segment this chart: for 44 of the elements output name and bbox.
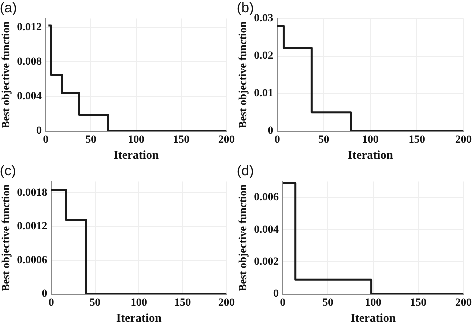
x-tick-label: 150 bbox=[174, 296, 192, 309]
x-tick-label: 50 bbox=[322, 296, 334, 309]
y-tick-label: 0.008 bbox=[17, 56, 42, 68]
x-axis-title: Iteration bbox=[114, 148, 160, 162]
x-tick-label: 100 bbox=[365, 296, 382, 309]
y-tick-label: 0 bbox=[268, 125, 274, 138]
y-tick-label: 0.0006 bbox=[17, 254, 48, 266]
y-axis-title: Best objective function bbox=[0, 22, 12, 129]
y-tick-label: 0.004 bbox=[17, 90, 42, 103]
x-axis-title: Iteration bbox=[350, 310, 396, 325]
y-axis-title: Best objective function bbox=[237, 184, 250, 292]
chart-title: (c) bbox=[0, 162, 16, 178]
x-tick-label: 50 bbox=[318, 134, 330, 146]
y-tick-label: 0.01 bbox=[254, 88, 274, 100]
x-axis-title: Iteration bbox=[116, 310, 162, 325]
x-tick-label: 50 bbox=[90, 296, 102, 309]
chart-title: (d) bbox=[237, 162, 254, 178]
x-tick-label: 200 bbox=[456, 296, 472, 309]
x-tick-label: 200 bbox=[456, 134, 472, 146]
chart-title: (b) bbox=[237, 0, 254, 16]
x-tick-label: 100 bbox=[128, 134, 146, 146]
y-tick-label: 0.006 bbox=[254, 192, 280, 204]
y-tick-label: 0.0012 bbox=[17, 220, 48, 233]
y-tick-label: 0.002 bbox=[254, 256, 280, 268]
y-axis-title: Best objective function bbox=[0, 184, 12, 292]
x-tick-label: 150 bbox=[410, 296, 428, 309]
y-tick-label: 0 bbox=[36, 125, 42, 138]
y-axis-title: Best objective function bbox=[237, 22, 250, 129]
y-tick-label: 0.004 bbox=[254, 224, 280, 236]
y-tick-label: 0.0018 bbox=[17, 186, 48, 199]
y-tick-label: 0.03 bbox=[254, 12, 274, 25]
x-tick-label: 50 bbox=[86, 134, 98, 146]
x-tick-label: 200 bbox=[218, 296, 236, 309]
y-tick-label: 0 bbox=[273, 288, 280, 300]
x-tick-label: 200 bbox=[218, 134, 236, 146]
x-tick-label: 100 bbox=[362, 134, 380, 146]
y-tick-label: 0 bbox=[42, 288, 48, 300]
x-tick-label: 100 bbox=[130, 296, 148, 309]
x-axis-title: Iteration bbox=[348, 148, 394, 162]
x-tick-label: 150 bbox=[408, 134, 426, 146]
y-tick-label: 0.012 bbox=[17, 21, 42, 34]
x-tick-label: 150 bbox=[173, 134, 190, 146]
y-tick-label: 0.02 bbox=[254, 50, 274, 62]
chart-title: (a) bbox=[0, 0, 18, 16]
